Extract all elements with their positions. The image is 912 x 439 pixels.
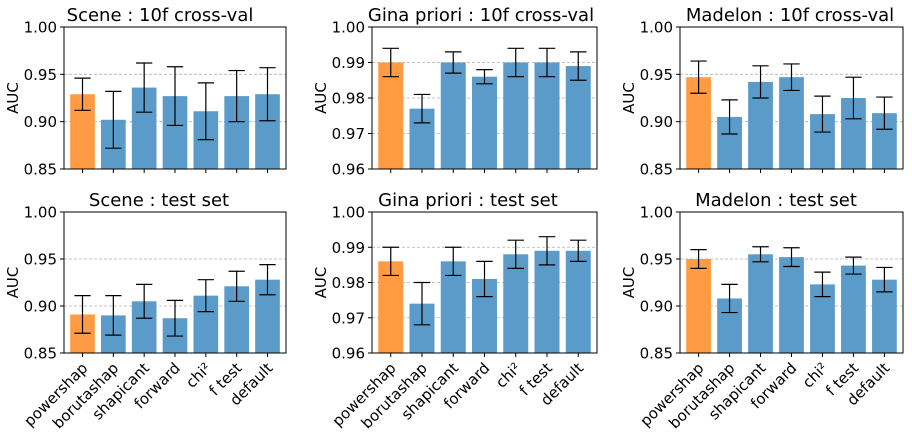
- y-tick-label: 0.95: [24, 66, 57, 84]
- bar: [440, 261, 466, 353]
- y-tick-label: 0.96: [332, 161, 365, 179]
- plot-frame: [679, 26, 904, 170]
- y-axis-label: AUC: [4, 82, 22, 114]
- plot-frame: [63, 26, 287, 170]
- y-tick-label: 0.95: [24, 251, 57, 269]
- y-tick-label: 0.97: [332, 125, 365, 143]
- y-tick-label: 0.98: [332, 274, 365, 292]
- bar: [779, 77, 804, 169]
- subplot-title: Madelon : test set: [695, 190, 857, 211]
- y-axis-label: AUC: [312, 82, 330, 114]
- y-tick-label: 0.85: [640, 161, 673, 179]
- bar: [534, 62, 560, 169]
- bar: [472, 76, 497, 169]
- bar: [378, 62, 404, 169]
- y-tick-label: 0.99: [332, 239, 365, 257]
- y-tick-label: 0.85: [24, 345, 57, 363]
- y-tick-label: 1.00: [24, 19, 57, 37]
- bar: [841, 265, 866, 353]
- subplot-2: Gina priori : 10f cross-val AUC 0.96 0.97 0.…: [312, 5, 598, 179]
- bar: [534, 250, 560, 353]
- plot-frame: [371, 211, 598, 354]
- bar: [565, 66, 591, 169]
- plot-frame: [63, 211, 287, 354]
- subplot-title: Scene : test set: [89, 190, 229, 211]
- y-tick-label: 1.00: [640, 204, 673, 222]
- y-tick-label: 1.00: [640, 19, 673, 37]
- y-tick-label: 0.96: [332, 345, 365, 363]
- subplot-title: Gina priori : 10f cross-val: [368, 5, 594, 26]
- subplot-3: Madelon : 10f cross-val AUC 0.85 0.90 0.95 1.…: [620, 5, 904, 179]
- y-tick-label: 0.85: [24, 161, 57, 179]
- y-tick-label: 0.90: [24, 113, 57, 131]
- bar: [565, 250, 591, 353]
- bar: [503, 62, 529, 169]
- plot-frame: [371, 26, 598, 170]
- y-tick-label: 0.95: [640, 66, 673, 84]
- y-tick-label: 0.90: [640, 298, 673, 316]
- y-tick-label: 1.00: [24, 204, 57, 222]
- y-tick-label: 0.85: [640, 345, 673, 363]
- plot-frame: [679, 211, 904, 354]
- bar: [686, 259, 711, 353]
- subplot-title: Madelon : 10f cross-val: [686, 5, 894, 26]
- subplot-title: Gina priori : test set: [378, 190, 558, 211]
- subplot-5: Gina priori : test set AUC 0.96 0.97 0.98 0.9…: [312, 190, 598, 432]
- y-tick-label: 1.00: [332, 204, 365, 222]
- y-tick-label: 0.90: [24, 298, 57, 316]
- subplot-1: Scene : 10f cross-val AUC 0.85 0.90 0.95 1.00: [4, 5, 287, 179]
- y-axis-label: AUC: [620, 267, 638, 299]
- y-tick-label: 0.90: [640, 113, 673, 131]
- bar: [440, 62, 466, 169]
- bar: [378, 261, 404, 353]
- y-tick-label: 0.95: [640, 251, 673, 269]
- y-axis-label: AUC: [312, 267, 330, 299]
- y-axis-label: AUC: [4, 267, 22, 299]
- subplot-4: Scene : test setAUC0.850.900.951.00power…: [4, 190, 287, 432]
- y-tick-label: 0.97: [332, 309, 365, 327]
- y-tick-label: 0.99: [332, 54, 365, 72]
- y-axis-label: AUC: [620, 82, 638, 114]
- y-tick-label: 1.00: [332, 19, 365, 37]
- subplot-title: Scene : 10f cross-val: [67, 5, 254, 26]
- bar: [779, 257, 804, 353]
- bar: [748, 254, 773, 353]
- subplot-6: Madelon : test setAUC0.850.900.951.00pow…: [620, 190, 904, 432]
- y-tick-label: 0.98: [332, 90, 365, 108]
- bar: [503, 254, 529, 353]
